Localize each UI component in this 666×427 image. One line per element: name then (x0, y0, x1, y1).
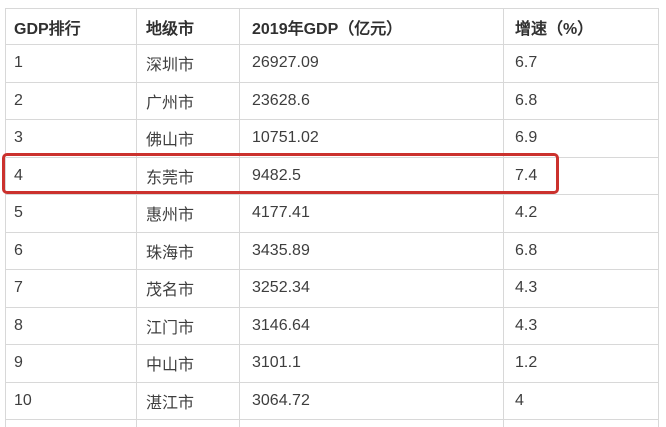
city-cell: 东莞市 (136, 156, 240, 195)
gdp-cell: 10751.02 (239, 119, 504, 158)
rank-cell: 3 (5, 119, 137, 158)
city-cell: 佛山市 (136, 119, 240, 158)
growth-cell: 6.9 (503, 119, 659, 158)
gdp-cell: 3252.34 (239, 269, 504, 308)
city-cell (136, 419, 240, 427)
rank-cell: 10 (5, 381, 137, 420)
city-cell: 茂名市 (136, 269, 240, 308)
city-cell: 湛江市 (136, 381, 240, 420)
city-cell: 中山市 (136, 344, 240, 383)
table-row: 3 佛山市 10751.02 6.9 (5, 119, 659, 158)
growth-cell: 6.7 (503, 44, 659, 83)
gdp-cell: 26927.09 (239, 44, 504, 83)
rank-cell: 2 (5, 81, 137, 120)
gdp-cell: 23628.6 (239, 81, 504, 120)
table-row: 1 深圳市 26927.09 6.7 (5, 44, 659, 83)
rank-cell: 8 (5, 306, 137, 345)
gdp-cell: 3146.64 (239, 306, 504, 345)
table-row-highlighted: 4 东莞市 9482.5 7.4 (5, 156, 659, 195)
rank-cell (5, 419, 137, 427)
city-cell: 珠海市 (136, 231, 240, 270)
column-header-gdp: 2019年GDP（亿元） (239, 8, 504, 45)
rank-cell: 4 (5, 156, 137, 195)
table-row: 5 惠州市 4177.41 4.2 (5, 194, 659, 233)
growth-cell: 4.2 (503, 194, 659, 233)
growth-cell: 4.3 (503, 269, 659, 308)
gdp-cell (239, 419, 504, 427)
rank-cell: 6 (5, 231, 137, 270)
growth-cell: 4 (503, 381, 659, 420)
table-row: 9 中山市 3101.1 1.2 (5, 344, 659, 383)
growth-cell: 1.2 (503, 344, 659, 383)
table-row: 6 珠海市 3435.89 6.8 (5, 231, 659, 270)
gdp-cell: 3101.1 (239, 344, 504, 383)
column-header-growth: 增速（%） (503, 8, 659, 45)
table-row: 7 茂名市 3252.34 4.3 (5, 269, 659, 308)
rank-cell: 7 (5, 269, 137, 308)
city-cell: 江门市 (136, 306, 240, 345)
table-row: 2 广州市 23628.6 6.8 (5, 81, 659, 120)
column-header-rank: GDP排行 (5, 8, 137, 45)
rank-cell: 9 (5, 344, 137, 383)
gdp-cell: 3064.72 (239, 381, 504, 420)
gdp-ranking-table: GDP排行 地级市 2019年GDP（亿元） 增速（%） 1 深圳市 26927… (5, 8, 659, 427)
growth-cell: 4.3 (503, 306, 659, 345)
gdp-cell: 9482.5 (239, 156, 504, 195)
header-row: GDP排行 地级市 2019年GDP（亿元） 增速（%） (5, 8, 659, 45)
growth-cell: 7.4 (503, 156, 659, 195)
city-cell: 惠州市 (136, 194, 240, 233)
rank-cell: 5 (5, 194, 137, 233)
table-row-partial-cutoff (5, 419, 659, 427)
gdp-cell: 3435.89 (239, 231, 504, 270)
rank-cell: 1 (5, 44, 137, 83)
city-cell: 深圳市 (136, 44, 240, 83)
gdp-cell: 4177.41 (239, 194, 504, 233)
city-cell: 广州市 (136, 81, 240, 120)
growth-cell: 6.8 (503, 231, 659, 270)
growth-cell (503, 419, 659, 427)
growth-cell: 6.8 (503, 81, 659, 120)
column-header-city: 地级市 (136, 8, 240, 45)
table-row: 8 江门市 3146.64 4.3 (5, 306, 659, 345)
table-row: 10 湛江市 3064.72 4 (5, 381, 659, 420)
